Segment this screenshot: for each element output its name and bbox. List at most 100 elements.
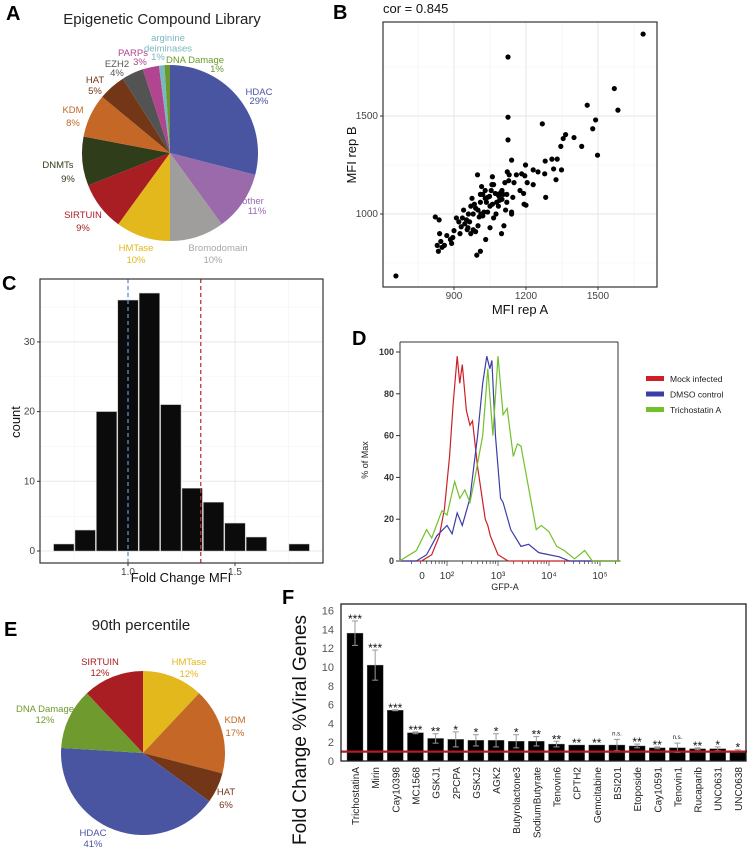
chart-b-title: cor = 0.845 [383,1,448,16]
histogram-bar [181,488,203,552]
pie-percent-label: 1% [151,52,165,63]
scatter-point [477,199,483,205]
scatter-point [549,156,555,162]
pie-slice-hat [102,78,170,153]
pie-label: PARPs [118,48,148,59]
pie-percent-label: 4% [110,68,124,79]
scatter-point [489,182,495,188]
scatter-point [457,231,463,237]
panel-label-b: B [333,2,347,24]
category-label: Mirin [371,767,382,789]
significance-label: * [494,725,499,739]
chart-d-xlabel: GFP-A [491,582,519,592]
x-tick-label: 10³ [491,571,506,582]
pie-percent-label: 9% [76,223,90,234]
scatter-point [615,107,621,113]
legend-label: DMSO control [670,390,723,400]
y-tick-label: 30 [24,337,36,348]
x-tick-label: 0 [419,571,425,582]
chart-b-ylabel: MFI rep B [344,126,359,183]
pie-slice-other [170,153,256,225]
category-label: GSKJ2 [472,767,483,799]
chart-b-scatter: 900 1200 1500 1000 1500 [356,21,658,302]
x-tick-label: 1.5 [228,567,242,578]
scatter-point [505,137,511,143]
histogram-bar [203,501,225,552]
y-tick-label: 40 [384,472,394,482]
scatter-point [435,248,441,254]
y-tick-label: 14 [322,624,334,636]
category-label: Butyrolactone3 [512,767,523,834]
x-tick-label: 10² [440,571,455,582]
y-tick-label: 16 [322,606,334,618]
category-label: Tenovin6 [553,767,564,807]
pie-percent-label: 10% [203,255,223,266]
category-label: Cay10591 [653,767,664,813]
scatter-point [439,244,445,250]
pie-slice-hmtase [118,153,170,241]
pie-label: HDAC [246,87,273,98]
scatter-point [554,156,560,162]
scatter-point [461,207,467,213]
scatter-point [483,236,489,243]
pie-label: Bromodomain [188,243,247,254]
pie-label: HDAC [80,828,107,839]
pie-slice-kdm [143,693,225,774]
pie-slice-bromodomain [170,153,222,241]
chart-a-title: Epigenetic Compound Library [63,11,261,28]
pie-label: deiminases [144,44,192,55]
scatter-point [517,187,523,194]
y-tick-label: 4 [328,718,334,730]
scatter-point [487,225,493,231]
pie-label: arginine [151,33,185,44]
panel-label-c: C [2,273,16,295]
scatter-point [438,238,444,245]
scatter-point [560,135,566,142]
y-tick-label: 10 [24,476,36,487]
scatter-point [493,211,499,217]
pie-percent-label: 1% [210,64,224,75]
chart-f-ylabel: Fold Change %Viral Genes [290,615,311,845]
significance-label: ** [592,736,602,750]
pie-percent-label: 41% [83,839,103,848]
scatter-point [462,221,468,227]
category-label: SodiumButyrate [532,767,543,839]
scatter-point [503,207,509,213]
scatter-point [571,134,577,141]
chart-f-bar: 0246810121416***TrichostatinA***Mirin***… [322,603,747,839]
pie-label: DNMTs [42,160,73,171]
scatter-point [470,211,476,217]
scatter-point [505,114,511,120]
scatter-point [542,158,548,164]
x-tick-label: 1200 [515,291,538,302]
scatter-point [489,174,495,180]
scatter-point [393,273,399,279]
y-tick-label: 12 [322,643,334,655]
category-label: Etoposide [633,767,644,812]
pie-slice-dna-damage [61,693,144,753]
scatter-point [480,213,486,219]
legend-label: Trichostatin A [670,405,722,415]
x-tick-label: 10⁴ [541,571,556,582]
significance-label: * [736,741,741,755]
scatter-point [530,182,536,188]
pie-percent-label: 11% [248,206,267,217]
scatter-point [465,211,471,217]
pie-percent-label: 8% [66,118,80,129]
y-tick-label: 80 [384,389,394,399]
category-label: CPTH2 [573,767,584,800]
scatter-point [434,242,440,248]
significance-label: * [474,726,479,740]
plot-border [39,278,324,564]
pie-label: HMTase [172,657,207,668]
pie-percent-label: 12% [179,669,199,680]
scatter-point [474,172,481,178]
y-tick-label: 60 [384,431,394,441]
significance-label: ** [572,736,582,750]
scatter-point [463,217,470,223]
scatter-point [506,178,512,184]
scatter-point [504,169,510,175]
bar [346,632,364,762]
pie-label: SIRTUIN [81,657,119,668]
significance-label: ** [532,728,542,742]
